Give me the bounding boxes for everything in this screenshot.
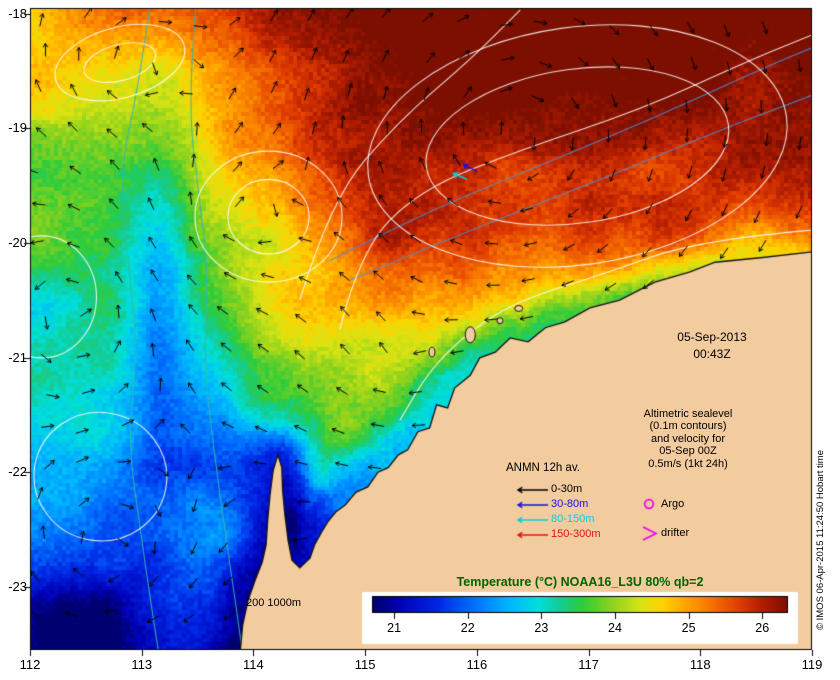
x-tick-label: 115 — [354, 657, 376, 672]
altimetric-note-line: and velocity for — [651, 432, 725, 445]
x-tick-label: 114 — [243, 657, 264, 672]
y-tick-label: -18 — [8, 5, 27, 21]
x-tick-label: 117 — [578, 657, 599, 672]
credit-text: © IMOS 06-Apr-2015 11:24:50 Hobart time — [815, 449, 826, 631]
colorbar-tick-label: 22 — [460, 621, 475, 635]
anmn-depth-label: 0-30m — [551, 483, 583, 495]
anmn-depth-label: 30-80m — [551, 498, 589, 510]
colorbar-title: Temperature (°C) NOAA16_L3U 80% qb=2 — [456, 575, 704, 589]
y-tick-label: -20 — [8, 235, 27, 251]
isobath-scale-label: 200 1000m — [246, 597, 302, 609]
datetime-time: 00:43Z — [693, 347, 731, 361]
y-tick-label: -19 — [8, 120, 27, 136]
anmn-depth-label: 150-300m — [551, 528, 601, 540]
altimetric-note-line: (0.1m contours) — [649, 420, 727, 433]
argo-label: Argo — [661, 498, 685, 510]
colorbar-tick-label: 24 — [608, 621, 622, 635]
y-tick-label: -22 — [8, 464, 27, 480]
altimetric-note-line: 05-Sep 00Z — [659, 445, 717, 458]
colorbar-tick-label: 26 — [755, 621, 770, 635]
x-tick-label: 112 — [19, 657, 41, 672]
altimetric-note: Altimetric sealevel (0.1m contours) and ve… — [624, 408, 752, 470]
y-tick-label: -21 — [8, 349, 27, 365]
anmn-depth-label: 80-150m — [551, 513, 595, 525]
x-tick-label: 119 — [801, 657, 823, 672]
datetime-annotation: 05-Sep-2013 00:43Z — [664, 329, 760, 363]
y-tick-label: -23 — [8, 578, 27, 594]
x-tick-label: 113 — [131, 657, 153, 672]
datetime-date: 05-Sep-2013 — [677, 330, 747, 344]
x-tick-label: 116 — [466, 657, 488, 672]
colorbar-tick-label: 25 — [681, 621, 696, 635]
anmn-legend-title: ANMN 12h av. — [506, 462, 580, 474]
altimetric-note-line: Altimetric sealevel — [643, 408, 733, 420]
altimetric-note-line: 0.5m/s (1kt 24h) — [648, 457, 728, 470]
colorbar-tick-label: 23 — [534, 621, 549, 635]
x-tick-label: 118 — [689, 657, 711, 672]
colorbar-tick-label: 21 — [387, 621, 402, 635]
drifter-label: drifter — [661, 527, 690, 539]
